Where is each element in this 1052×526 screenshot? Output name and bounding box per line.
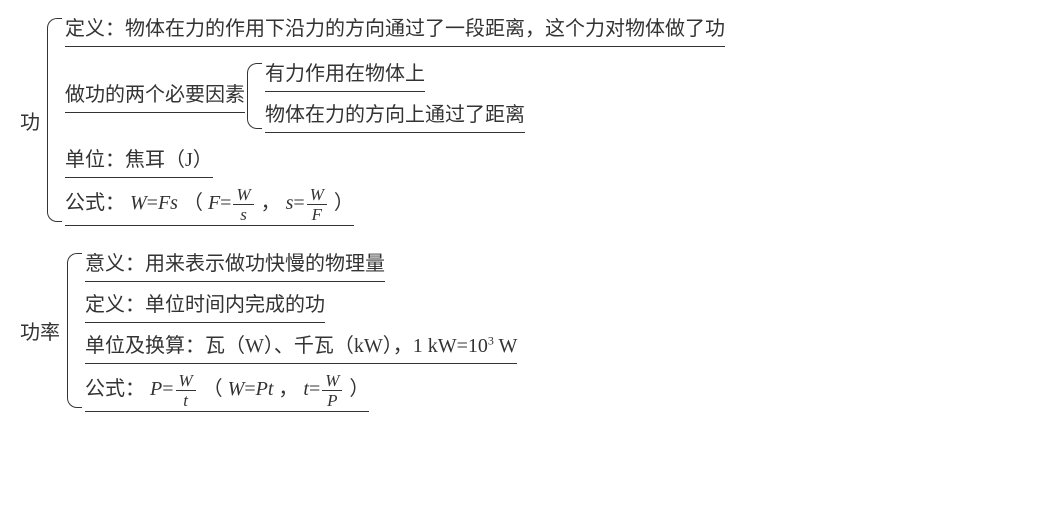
bracket-shape — [245, 55, 263, 137]
formula-p: P=Wt — [150, 378, 203, 400]
factors-items: 有力作用在物体上 物体在力的方向上通过了距离 — [263, 55, 525, 137]
power-formula: 公式： P=Wt （ W=Pt ， t=WP ） — [85, 372, 369, 412]
factor2-row: 物体在力的方向上通过了距离 — [265, 96, 525, 137]
factor1: 有力作用在物体上 — [265, 59, 425, 92]
work-unit-row: 单位：焦耳（J） — [65, 141, 725, 182]
concept-work-label: 功 — [20, 106, 45, 135]
frac-w-p: WP — [322, 372, 342, 409]
power-formula-row: 公式： P=Wt （ W=Pt ， t=WP ） — [85, 368, 517, 416]
formula-f: F=Ws — [208, 192, 261, 214]
concept-power: 功率 意义：用来表示做功快慢的物理量 定义：单位时间内完成的功 单位及换算：瓦（… — [20, 245, 1032, 416]
formula-prefix: 公式： — [65, 192, 125, 214]
work-formula-row: 公式： W=Fs （ F=Ws ， s=WF ） — [65, 182, 725, 230]
factor2: 物体在力的方向上通过了距离 — [265, 100, 525, 133]
power-items: 意义：用来表示做功快慢的物理量 定义：单位时间内完成的功 单位及换算：瓦（W）、… — [83, 245, 517, 416]
work-formula: 公式： W=Fs （ F=Ws ， s=WF ） — [65, 186, 354, 226]
power-unit: 单位及换算：瓦（W）、千瓦（kW），1 kW=103 W — [85, 331, 517, 364]
factor1-row: 有力作用在物体上 — [265, 55, 525, 96]
bracket-power: 意义：用来表示做功快慢的物理量 定义：单位时间内完成的功 单位及换算：瓦（W）、… — [65, 245, 517, 416]
work-items: 定义：物体在力的作用下沿力的方向通过了一段距离，这个力对物体做了功 做功的两个必… — [63, 10, 725, 230]
concept-work: 功 定义：物体在力的作用下沿力的方向通过了一段距离，这个力对物体做了功 做功的两… — [20, 10, 1032, 230]
work-definition: 定义：物体在力的作用下沿力的方向通过了一段距离，这个力对物体做了功 — [65, 14, 725, 47]
bracket-work: 定义：物体在力的作用下沿力的方向通过了一段距离，这个力对物体做了功 做功的两个必… — [45, 10, 725, 230]
work-factors-label: 做功的两个必要因素 — [65, 80, 245, 113]
formula-w-fs: W=Fs — [130, 192, 183, 214]
formula-t: t=WP — [303, 378, 349, 400]
power-unit-row: 单位及换算：瓦（W）、千瓦（kW），1 kW=103 W — [85, 327, 517, 368]
bracket-shape — [45, 10, 63, 230]
power-meaning: 意义：用来表示做功快慢的物理量 — [85, 249, 385, 282]
power-definition-row: 定义：单位时间内完成的功 — [85, 286, 517, 327]
work-unit: 单位：焦耳（J） — [65, 145, 213, 178]
work-factors-row: 做功的两个必要因素 有力作用在物体上 物体在力的方向上通过了距离 — [65, 51, 725, 141]
power-definition: 定义：单位时间内完成的功 — [85, 290, 325, 323]
factors-bracket: 有力作用在物体上 物体在力的方向上通过了距离 — [245, 55, 525, 137]
bracket-shape — [65, 245, 83, 416]
formula-s: s=WF — [286, 192, 334, 214]
work-definition-row: 定义：物体在力的作用下沿力的方向通过了一段距离，这个力对物体做了功 — [65, 10, 725, 51]
frac-w-s: Ws — [233, 186, 253, 223]
formula-prefix: 公式： — [85, 378, 145, 400]
formula-w-pt: W=Pt — [228, 378, 279, 400]
frac-w-t: Wt — [176, 372, 196, 409]
frac-w-f: WF — [307, 186, 327, 223]
concept-power-label: 功率 — [20, 316, 65, 345]
power-meaning-row: 意义：用来表示做功快慢的物理量 — [85, 245, 517, 286]
